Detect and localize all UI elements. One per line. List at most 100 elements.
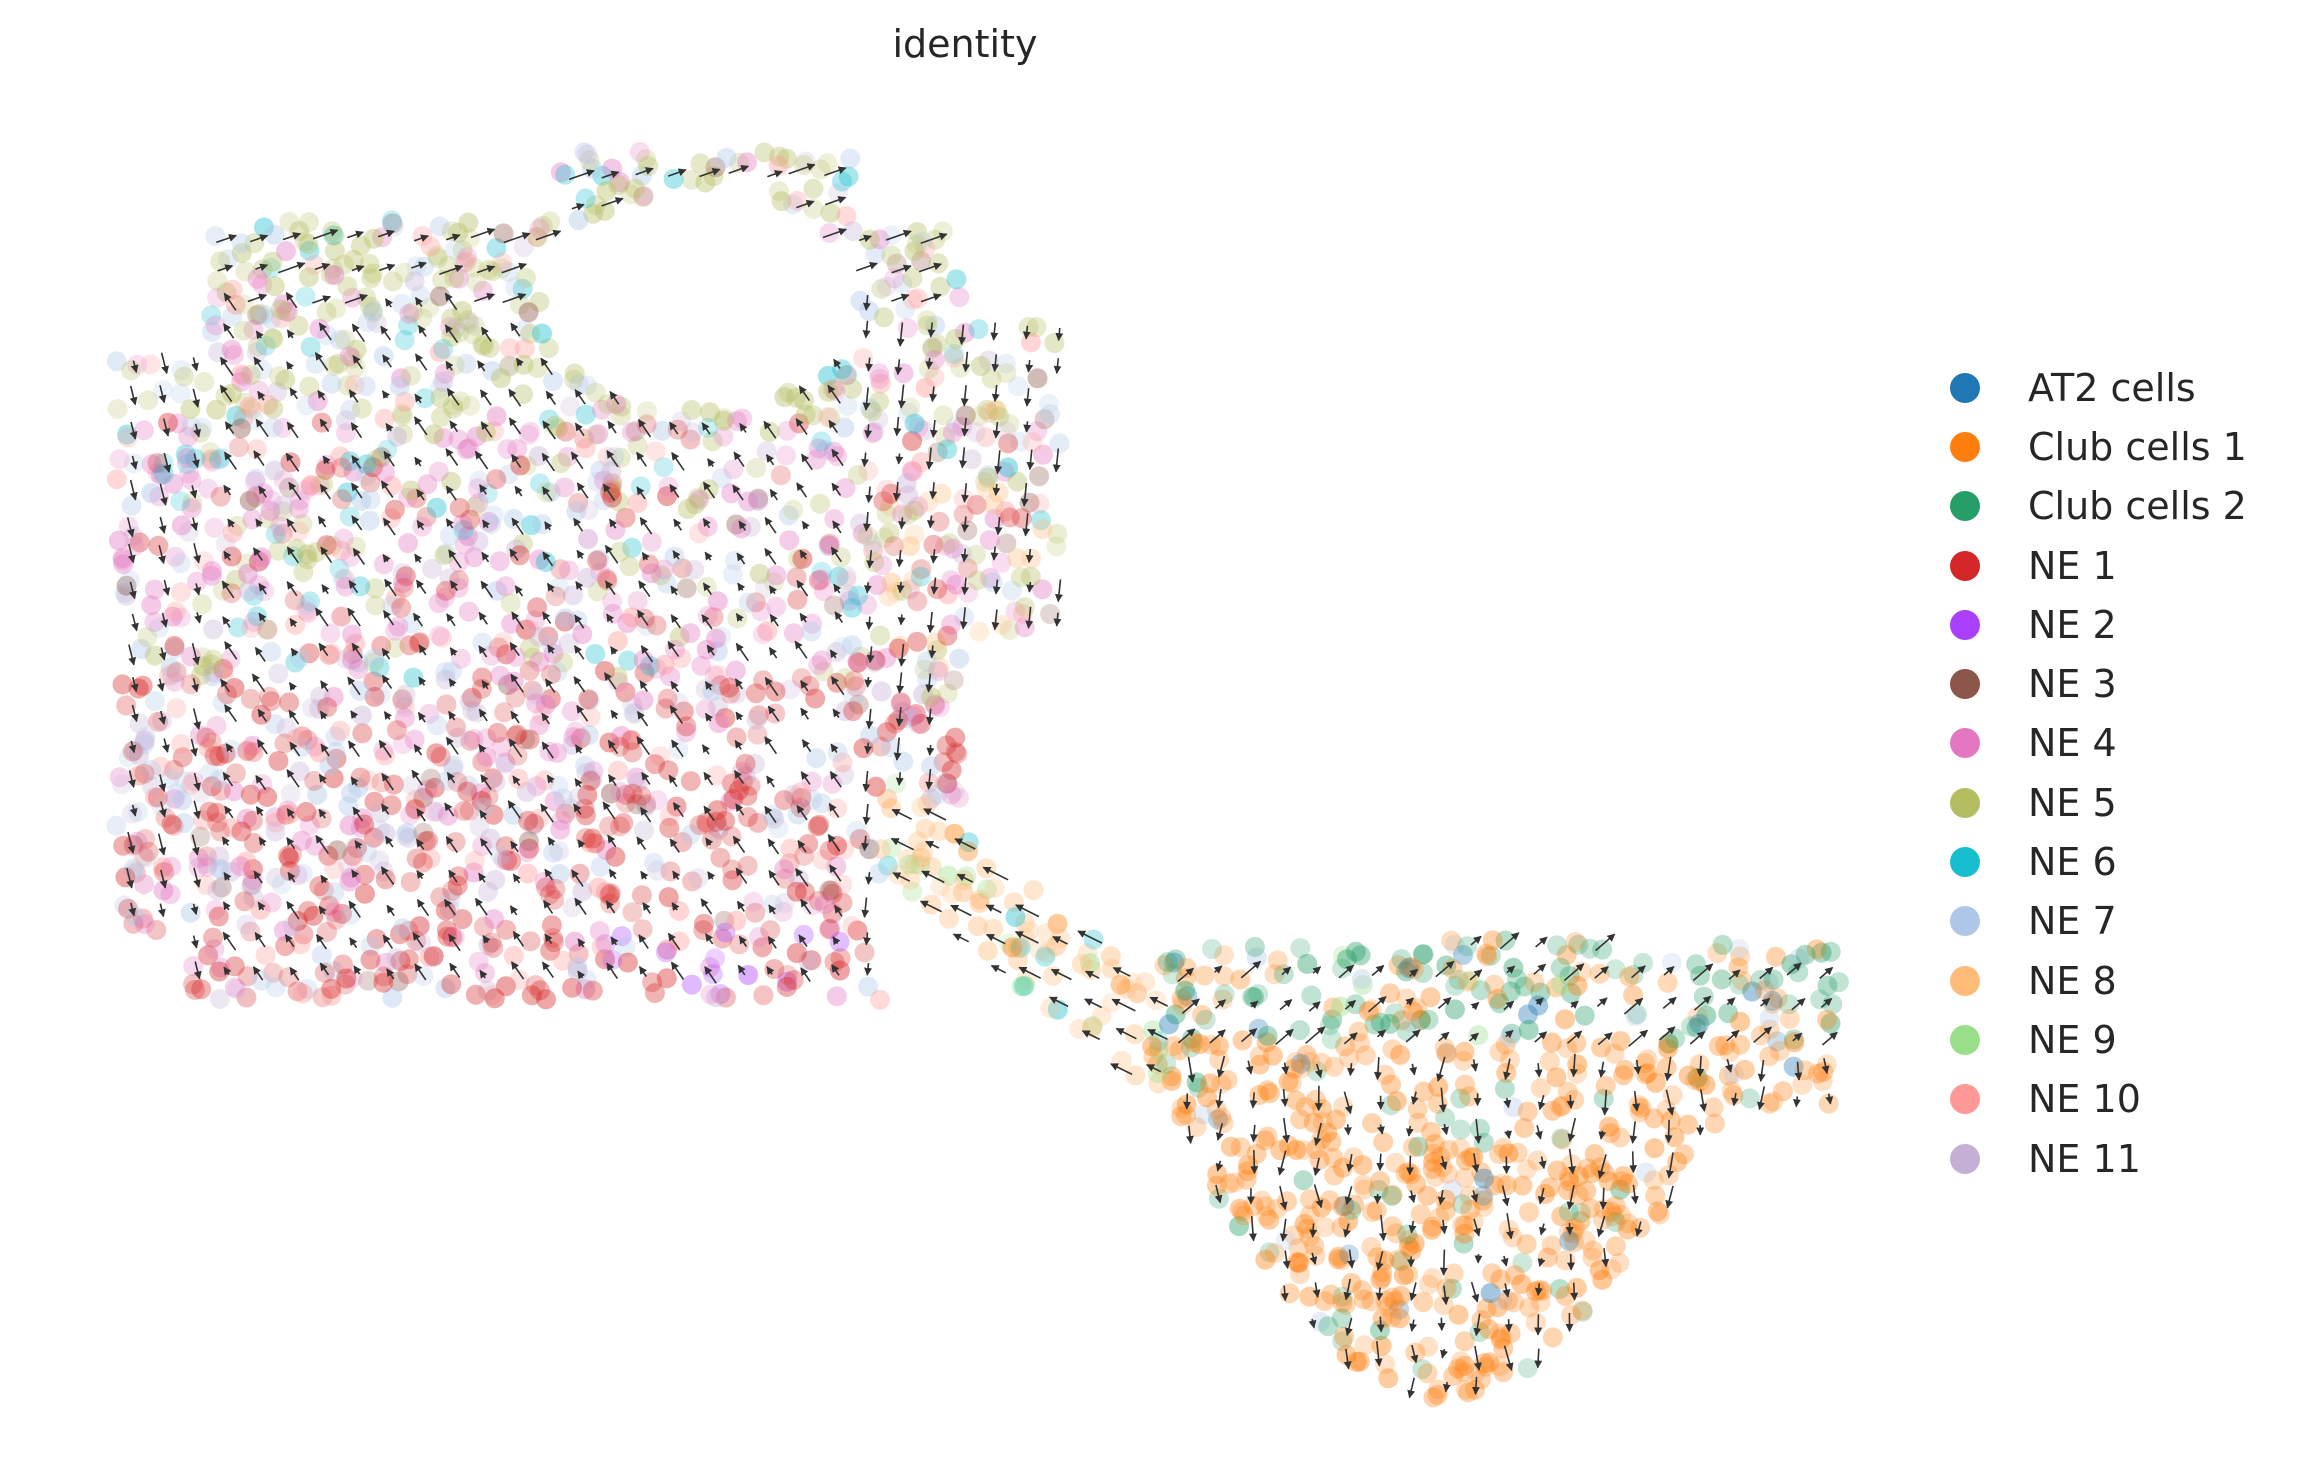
scatter-point — [806, 449, 827, 470]
scatter-point — [1444, 999, 1465, 1020]
scatter-point — [1759, 1046, 1780, 1067]
scatter-point — [1388, 1249, 1409, 1270]
scatter-point — [1487, 1297, 1508, 1318]
scatter-point — [264, 224, 285, 245]
scatter-point — [1592, 939, 1613, 960]
scatter-point — [525, 610, 546, 631]
scatter-point — [1349, 1351, 1370, 1372]
scatter-point — [1401, 1240, 1422, 1261]
scatter-point — [346, 339, 367, 360]
scatter-point — [651, 565, 672, 586]
scatter-point — [183, 956, 204, 977]
scatter-point — [605, 519, 626, 540]
scatter-point — [1418, 1336, 1439, 1357]
scatter-point — [178, 521, 199, 542]
scatter-point — [327, 840, 348, 861]
scatter-point — [249, 303, 270, 324]
velocity-arrow — [1471, 1376, 1480, 1395]
scatter-point — [596, 840, 617, 861]
scatter-point — [441, 308, 462, 329]
scatter-point — [935, 535, 956, 556]
scatter-point — [121, 360, 142, 381]
scatter-point — [264, 276, 285, 297]
scatter-point — [803, 405, 823, 426]
scatter-point — [1005, 907, 1026, 927]
scatter-point — [365, 578, 385, 599]
scatter-point — [819, 840, 840, 861]
scatter-point — [1723, 1085, 1744, 1106]
scatter-point — [292, 983, 313, 1004]
scatter-point — [453, 800, 474, 821]
velocity-arrow — [794, 640, 808, 659]
scatter-point — [164, 638, 185, 659]
legend-swatch — [1950, 1024, 1980, 1055]
scatter-point — [297, 979, 318, 1000]
scatter-point — [453, 520, 474, 541]
legend-label: NE 9 — [2028, 1017, 2117, 1062]
scatter-point — [929, 511, 950, 532]
scatter-point — [144, 612, 165, 632]
scatter-point — [536, 989, 556, 1010]
scatter-point — [404, 729, 425, 750]
velocity-arrow — [349, 937, 358, 949]
scatter-point — [241, 617, 262, 638]
scatter-point — [1424, 1133, 1445, 1154]
scatter-point — [354, 814, 375, 835]
scatter-point — [135, 829, 156, 849]
scatter-point — [786, 943, 807, 963]
scatter-point — [1678, 1065, 1699, 1086]
scatter-point — [197, 856, 218, 877]
scatter-point — [265, 812, 286, 833]
scatter-point — [1384, 1291, 1405, 1311]
scatter-point — [1294, 1213, 1315, 1234]
scatter-point — [543, 928, 564, 948]
scatter-point — [786, 787, 807, 807]
scatter-point — [485, 869, 506, 890]
scatter-point — [1572, 1301, 1593, 1322]
scatter-point — [324, 902, 345, 923]
scatter-point — [1457, 971, 1478, 992]
scatter-point — [223, 781, 244, 802]
velocity-arrow — [735, 711, 744, 721]
scatter-point — [1169, 1040, 1190, 1061]
scatter-point — [862, 401, 883, 422]
scatter-point — [1674, 1144, 1694, 1165]
scatter-point — [903, 289, 923, 310]
scatter-point — [732, 408, 753, 429]
scatter-point — [1242, 986, 1263, 1007]
scatter-point — [1412, 963, 1433, 983]
scatter-point — [747, 724, 768, 745]
scatter-point — [229, 437, 249, 458]
scatter-point — [904, 500, 925, 521]
scatter-point — [358, 970, 379, 991]
scatter-point — [870, 625, 891, 646]
scatter-point — [552, 950, 573, 971]
scatter-point — [702, 431, 723, 452]
scatter-point — [1593, 1088, 1614, 1109]
scatter-point — [813, 581, 834, 601]
scatter-point — [253, 304, 274, 325]
scatter-point — [842, 597, 862, 618]
scatter-point — [337, 276, 358, 297]
scatter-point — [913, 420, 934, 441]
scatter-point — [1582, 1163, 1602, 1184]
scatter-point — [324, 882, 345, 903]
scatter-point — [1812, 1071, 1833, 1092]
scatter-point — [458, 526, 478, 547]
scatter-point — [966, 494, 987, 515]
scatter-point — [374, 408, 395, 429]
scatter-point — [1677, 1114, 1698, 1135]
scatter-point — [575, 805, 596, 826]
scatter-point — [426, 497, 447, 518]
scatter-point — [1022, 432, 1043, 453]
scatter-point — [590, 562, 611, 583]
scatter-point — [737, 855, 758, 876]
scatter-point — [1507, 1142, 1528, 1163]
scatter-point — [999, 620, 1020, 640]
velocity-arrow — [1376, 1316, 1385, 1333]
scatter-point — [279, 847, 300, 868]
scatter-point — [519, 729, 540, 750]
scatter-point — [1542, 1327, 1563, 1348]
scatter-point — [836, 566, 857, 587]
velocity-arrow — [767, 838, 780, 855]
